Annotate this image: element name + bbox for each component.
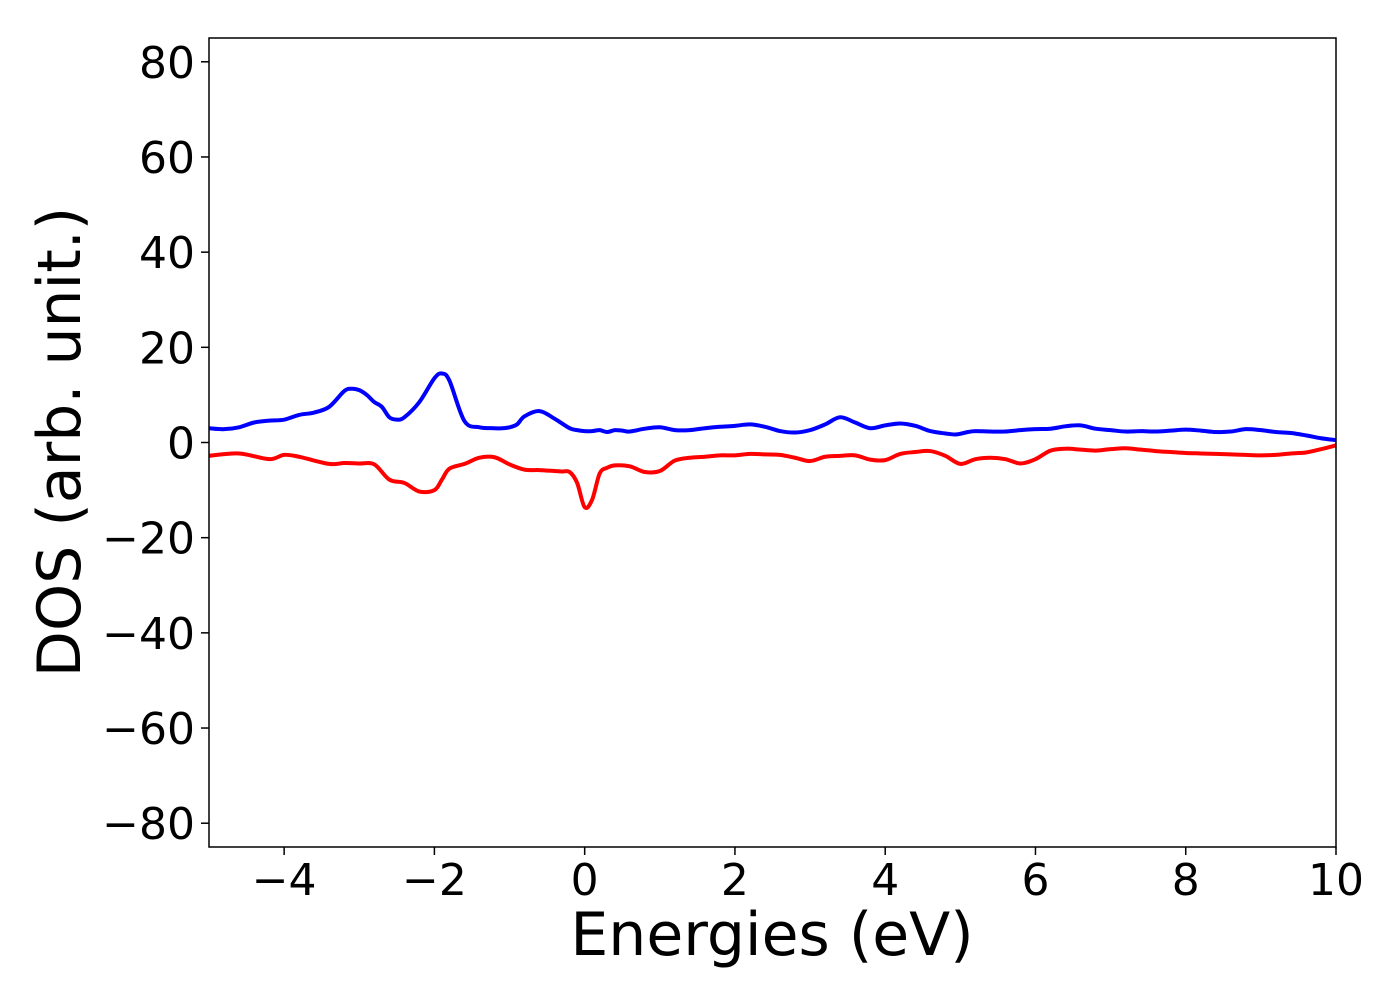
y-tick-label: 20 bbox=[139, 323, 195, 374]
y-axis-label: DOS (arb. unit.) bbox=[25, 207, 95, 677]
x-tick-label: 6 bbox=[1021, 855, 1049, 906]
x-tick-label: −4 bbox=[252, 855, 317, 906]
x-tick-label: 0 bbox=[571, 855, 599, 906]
plot-frame bbox=[208, 37, 1337, 848]
y-tick-label: 80 bbox=[139, 38, 195, 89]
y-axis: −80 −60 −40 −20 0 20 40 60 80 bbox=[102, 38, 209, 850]
y-tick-label: 60 bbox=[139, 133, 195, 184]
x-tick-label: 10 bbox=[1308, 855, 1364, 906]
y-tick-label: 40 bbox=[139, 228, 195, 279]
x-tick-label: −2 bbox=[402, 855, 467, 906]
plot-area bbox=[208, 37, 1337, 848]
x-axis: −4 −2 0 2 4 6 8 10 bbox=[252, 847, 1364, 906]
y-tick-label: −80 bbox=[102, 799, 195, 850]
y-tick-label: 0 bbox=[167, 419, 195, 470]
y-tick-label: −60 bbox=[102, 704, 195, 755]
series-line-spin-up bbox=[209, 371, 1336, 443]
x-tick-label: 4 bbox=[871, 855, 899, 906]
x-tick-label: 2 bbox=[721, 855, 749, 906]
series-layer bbox=[209, 371, 1336, 510]
x-tick-label: 8 bbox=[1172, 855, 1200, 906]
y-tick-label: −20 bbox=[102, 514, 195, 565]
series-line-spin-down bbox=[209, 443, 1336, 510]
y-tick-label: −40 bbox=[102, 609, 195, 660]
x-axis-label: Energies (eV) bbox=[570, 900, 973, 970]
